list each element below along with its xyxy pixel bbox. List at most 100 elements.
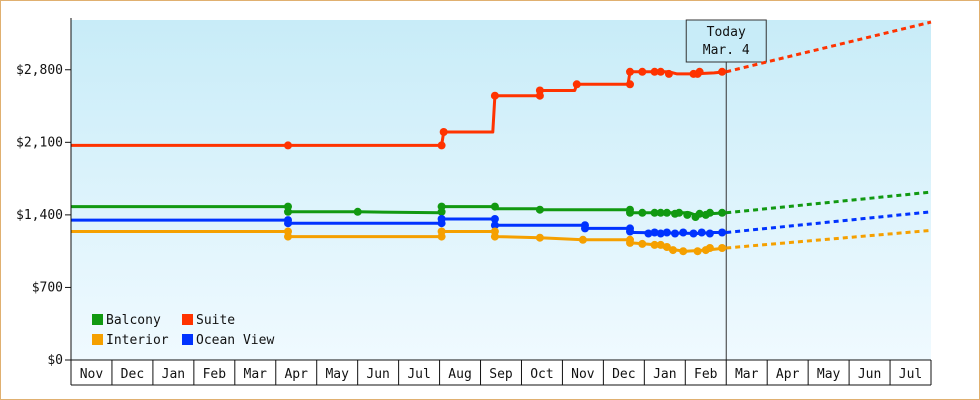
legend-item-ocean-view: Ocean View bbox=[182, 333, 274, 348]
data-point bbox=[437, 207, 446, 216]
data-point bbox=[626, 227, 634, 236]
plot-area bbox=[71, 20, 931, 360]
legend-swatch bbox=[182, 314, 193, 325]
today-label: Today bbox=[707, 25, 746, 40]
x-tick-label: Nov bbox=[80, 367, 104, 382]
data-point bbox=[284, 141, 292, 150]
data-point bbox=[490, 215, 499, 223]
data-point bbox=[581, 224, 589, 233]
legend-item-suite: Suite bbox=[182, 313, 235, 328]
x-tick-label: Jun bbox=[366, 367, 389, 382]
y-tick-label: $0 bbox=[47, 353, 63, 368]
data-point bbox=[353, 207, 362, 216]
data-point bbox=[656, 67, 665, 76]
x-tick-label: Dec bbox=[121, 367, 144, 382]
data-point bbox=[669, 246, 677, 255]
data-point bbox=[626, 67, 634, 76]
series-line bbox=[71, 230, 727, 253]
data-point bbox=[490, 232, 499, 241]
data-point bbox=[437, 215, 446, 223]
data-point bbox=[650, 208, 659, 217]
data-point bbox=[662, 243, 671, 251]
x-tick-label: Apr bbox=[284, 367, 308, 382]
data-point bbox=[650, 240, 659, 249]
x-tick-label: Jun bbox=[858, 367, 881, 382]
x-tick-label: Dec bbox=[612, 367, 635, 382]
data-point bbox=[671, 229, 679, 238]
data-point bbox=[644, 229, 653, 238]
data-point bbox=[439, 128, 448, 136]
x-tick-label: Oct bbox=[530, 367, 553, 382]
data-point bbox=[535, 233, 544, 242]
data-point bbox=[638, 208, 647, 217]
series-suite bbox=[71, 20, 932, 150]
data-point bbox=[664, 69, 673, 78]
series-line bbox=[71, 70, 727, 147]
data-point bbox=[656, 240, 665, 249]
legend-label: Ocean View bbox=[196, 333, 274, 348]
legend-item-interior: Interior bbox=[92, 333, 169, 348]
data-point bbox=[535, 205, 544, 214]
data-point bbox=[705, 229, 714, 238]
x-tick-label: Jan bbox=[162, 367, 185, 382]
data-point bbox=[284, 207, 292, 216]
data-point bbox=[718, 67, 727, 76]
data-point bbox=[638, 67, 647, 76]
axes-layer: $0 $700 $1,400 $2,100 $2,800 Nov Dec Jan Feb Mar A… bbox=[16, 18, 932, 386]
x-tick-label: Aug bbox=[448, 367, 471, 382]
x-tick-label: Apr bbox=[776, 367, 800, 382]
data-point bbox=[437, 227, 446, 236]
data-point bbox=[656, 208, 665, 217]
data-point bbox=[650, 228, 659, 237]
legend-swatch bbox=[182, 334, 193, 345]
data-point bbox=[695, 67, 704, 76]
x-tick-label: Jul bbox=[407, 367, 430, 382]
legend-label: Suite bbox=[196, 313, 235, 328]
today-marker: Today Mar. 4 bbox=[685, 19, 767, 360]
data-point bbox=[437, 141, 446, 150]
data-point bbox=[535, 91, 544, 100]
data-point bbox=[695, 209, 704, 218]
data-point bbox=[284, 219, 292, 228]
forecast-line bbox=[726, 228, 932, 250]
data-point bbox=[679, 247, 688, 256]
data-point bbox=[578, 235, 587, 244]
legend-item-balcony: Balcony bbox=[92, 313, 161, 328]
data-point bbox=[679, 228, 688, 237]
y-tick-label: $1,400 bbox=[16, 208, 63, 223]
data-point bbox=[662, 208, 671, 217]
forecast-line bbox=[726, 190, 932, 215]
data-point bbox=[490, 91, 499, 100]
x-tick-label: Jan bbox=[653, 367, 676, 382]
today-date-label: Mar. 4 bbox=[703, 43, 750, 58]
x-tick-label: Mar bbox=[244, 367, 268, 382]
data-point bbox=[718, 244, 727, 252]
y-tick-label: $2,800 bbox=[16, 63, 63, 78]
forecast-line bbox=[725, 20, 932, 74]
legend: Balcony Suite Interior Ocean View bbox=[92, 313, 274, 348]
data-point bbox=[626, 238, 634, 247]
legend-swatch bbox=[92, 334, 103, 345]
data-point bbox=[572, 80, 581, 89]
series-layer bbox=[71, 20, 932, 256]
x-tick-label: Jul bbox=[899, 367, 922, 382]
x-tick-label: May bbox=[325, 367, 349, 382]
series-ocean-view bbox=[71, 210, 932, 238]
data-point bbox=[650, 67, 659, 76]
today-callout bbox=[685, 19, 767, 63]
data-point bbox=[697, 228, 706, 237]
data-point bbox=[705, 244, 714, 252]
data-point bbox=[689, 229, 698, 238]
forecast-line bbox=[726, 210, 932, 234]
x-tick-label: Sep bbox=[489, 367, 513, 382]
y-tick-label: $2,100 bbox=[16, 135, 63, 150]
series-interior bbox=[71, 227, 932, 256]
x-tick-label: Nov bbox=[571, 367, 595, 382]
data-point bbox=[490, 221, 499, 230]
series-balcony bbox=[71, 190, 932, 221]
y-tick-label: $700 bbox=[32, 280, 63, 295]
data-point bbox=[626, 208, 634, 217]
data-point bbox=[656, 229, 665, 238]
legend-label: Balcony bbox=[106, 313, 161, 328]
